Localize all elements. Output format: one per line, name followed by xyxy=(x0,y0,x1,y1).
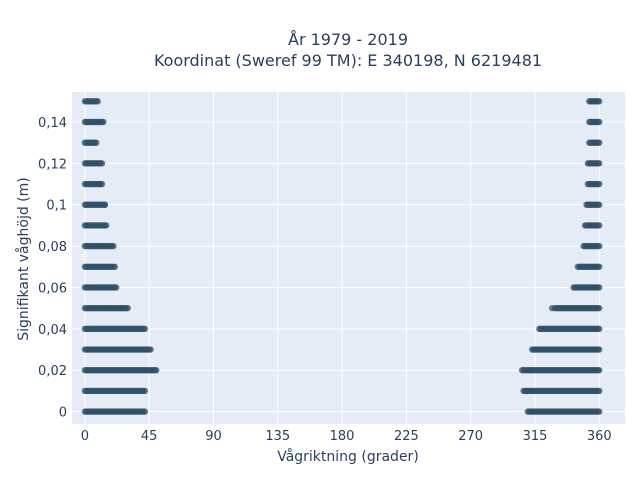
y-tick-label: 0,08 xyxy=(38,240,67,255)
x-tick-label: 180 xyxy=(330,429,355,444)
chart-title-line-2: Koordinat (Sweref 99 TM): E 340198, N 62… xyxy=(154,51,542,70)
data-point xyxy=(153,367,160,374)
y-axis-title: Signifikant våghöjd (m) xyxy=(15,177,32,340)
data-point xyxy=(596,222,603,229)
data-points xyxy=(81,98,603,415)
x-tick-label: 315 xyxy=(523,429,548,444)
y-tick-label: 0 xyxy=(59,406,67,421)
chart-titles: År 1979 - 2019 Koordinat (Sweref 99 TM):… xyxy=(154,30,542,70)
x-tick-label: 225 xyxy=(394,429,419,444)
gridlines xyxy=(72,92,625,424)
data-point xyxy=(596,160,603,167)
data-point xyxy=(147,346,154,353)
chart-title-line-1: År 1979 - 2019 xyxy=(288,30,408,49)
x-tick-label: 45 xyxy=(141,429,158,444)
data-point xyxy=(103,222,110,229)
data-point xyxy=(596,367,603,374)
y-tick-label: 0,1 xyxy=(46,199,67,214)
data-point xyxy=(98,160,106,167)
data-point xyxy=(111,263,119,270)
data-point xyxy=(596,118,603,126)
y-axis-ticks: 0 0,02 0,04 0,06 0,08 0,1 0,12 0,14 xyxy=(38,116,67,421)
data-point xyxy=(596,242,603,250)
y-tick-label: 0,04 xyxy=(38,323,67,338)
y-tick-label: 0,14 xyxy=(38,116,67,131)
data-point xyxy=(596,325,603,333)
data-point xyxy=(98,180,106,188)
data-point xyxy=(124,304,131,312)
x-tick-label: 270 xyxy=(458,429,483,444)
data-point xyxy=(596,284,603,291)
data-point xyxy=(596,180,603,188)
data-point xyxy=(596,139,603,146)
data-point xyxy=(548,304,556,312)
x-tick-label: 360 xyxy=(587,429,612,444)
data-point xyxy=(101,201,109,208)
x-tick-label: 0 xyxy=(81,429,89,444)
data-point xyxy=(141,408,149,415)
data-point xyxy=(113,284,120,291)
data-point xyxy=(596,408,603,415)
data-point xyxy=(94,98,101,105)
data-point xyxy=(110,242,117,250)
data-point xyxy=(596,387,603,395)
x-tick-label: 135 xyxy=(265,429,290,444)
x-axis-title: Vågriktning (grader) xyxy=(277,448,419,465)
x-axis-ticks: 0 45 90 135 180 225 270 315 360 xyxy=(81,429,612,444)
data-point xyxy=(596,346,603,353)
x-tick-label: 90 xyxy=(205,429,222,444)
y-tick-label: 0,02 xyxy=(38,364,67,379)
data-point xyxy=(141,387,149,395)
data-point xyxy=(93,139,100,146)
data-point xyxy=(141,325,149,333)
data-point xyxy=(100,118,107,126)
data-point xyxy=(596,304,603,312)
y-tick-label: 0,12 xyxy=(38,157,67,172)
plot-area xyxy=(72,92,625,424)
data-point xyxy=(596,263,603,270)
y-tick-label: 0,06 xyxy=(38,281,67,296)
data-point xyxy=(596,201,603,208)
data-point xyxy=(596,98,603,105)
